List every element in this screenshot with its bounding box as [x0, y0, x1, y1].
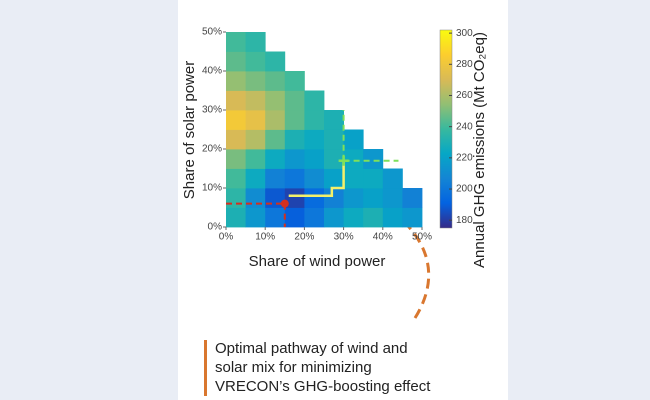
- heat-cell: [304, 168, 325, 189]
- heat-cell: [382, 207, 403, 228]
- heat-cell: [245, 51, 266, 72]
- heat-cell: [265, 110, 286, 130]
- heat-cell: [245, 149, 266, 169]
- heat-cell: [245, 188, 266, 208]
- heat-cell: [343, 129, 364, 150]
- heat-cell: [304, 110, 325, 130]
- heat-cell: [304, 90, 325, 111]
- heat-cell: [245, 90, 266, 111]
- heat-cell: [284, 188, 305, 208]
- heat-cell: [226, 129, 246, 150]
- heat-cell: [284, 110, 305, 130]
- colorbar-tick-label: 240: [456, 121, 473, 132]
- colorbar-tick-label: 300: [456, 28, 473, 39]
- y-tick-label: 30%: [202, 105, 222, 116]
- y-axis-title: Share of solar power: [181, 61, 198, 199]
- heat-cell: [324, 110, 344, 130]
- heat-cell: [245, 71, 266, 91]
- heat-cell: [265, 149, 286, 169]
- y-tick-label: 10%: [202, 183, 222, 194]
- heat-cell: [265, 71, 286, 91]
- colorbar-tick-label: 280: [456, 59, 473, 70]
- heat-cell: [226, 149, 246, 169]
- heat-cell: [265, 51, 286, 72]
- heat-cell: [363, 168, 384, 189]
- y-tick-label: 20%: [202, 144, 222, 155]
- heat-cell: [226, 51, 246, 72]
- y-tick-label: 0%: [208, 222, 223, 233]
- caption-line: VRECON’s GHG-boosting effect: [215, 378, 431, 395]
- y-tick-label: 50%: [202, 27, 222, 38]
- heat-cell: [226, 110, 246, 130]
- heat-cell: [226, 168, 246, 189]
- heat-cell: [226, 32, 246, 52]
- heat-cell: [363, 188, 384, 208]
- optimal-point: [280, 199, 289, 208]
- heat-cell: [324, 129, 344, 150]
- heat-cell: [402, 188, 423, 208]
- heat-cell: [265, 207, 286, 228]
- heat-cell: [402, 207, 423, 228]
- x-tick-label: 20%: [294, 232, 314, 243]
- heat-cell: [245, 207, 266, 228]
- heat-cell: [284, 90, 305, 111]
- x-tick-label: 0%: [219, 232, 234, 243]
- x-axis-title: Share of wind power: [249, 253, 386, 270]
- colorbar-tick-label: 180: [456, 215, 473, 226]
- heat-cell: [343, 149, 364, 169]
- heat-cell: [382, 188, 403, 208]
- colorbar-tick-label: 220: [456, 152, 473, 163]
- heat-cell: [265, 129, 286, 150]
- heat-cell: [265, 90, 286, 111]
- heat-cell: [245, 32, 266, 52]
- heat-cell: [284, 168, 305, 189]
- heat-cell: [363, 149, 384, 169]
- heat-cell: [343, 207, 364, 228]
- heat-cell: [226, 207, 246, 228]
- y-tick-label: 40%: [202, 66, 222, 77]
- heat-cell: [226, 188, 246, 208]
- colorbar-tick-label: 260: [456, 90, 473, 101]
- heat-cell: [363, 207, 384, 228]
- heat-cell: [304, 149, 325, 169]
- heat-cell: [343, 188, 364, 208]
- heat-cell: [245, 168, 266, 189]
- colorbar-title: Annual GHG emissions (Mt CO₂eq): [471, 32, 488, 268]
- colorbar-tick-label: 200: [456, 184, 473, 195]
- heat-cell: [324, 188, 344, 208]
- heat-cell: [245, 129, 266, 150]
- heat-cell: [324, 149, 344, 169]
- heat-cell: [245, 110, 266, 130]
- heat-cell: [284, 149, 305, 169]
- heat-cell: [284, 71, 305, 91]
- pathway: [288, 160, 345, 198]
- heat-cell: [343, 168, 364, 189]
- optimal-point: [338, 155, 349, 166]
- caption-bar: [204, 340, 207, 396]
- x-tick-label: 10%: [255, 232, 275, 243]
- colorbar: [439, 29, 453, 229]
- heat-cell: [284, 129, 305, 150]
- heat-cell: [265, 168, 286, 189]
- heat-cell: [382, 168, 403, 189]
- heat-cell: [304, 129, 325, 150]
- x-tick-label: 30%: [334, 232, 354, 243]
- x-tick-label: 40%: [373, 232, 393, 243]
- caption-line: solar mix for minimizing: [215, 359, 372, 376]
- x-tick-label: 50%: [412, 232, 432, 243]
- heat-cell: [226, 71, 246, 91]
- heat-cell: [324, 207, 344, 228]
- heat-cell: [304, 207, 325, 228]
- heat-cell: [226, 90, 246, 111]
- heat-cell: [324, 168, 344, 189]
- caption-line: Optimal pathway of wind and: [215, 340, 408, 357]
- heat-cell: [304, 188, 325, 208]
- heat-cell: [284, 207, 305, 228]
